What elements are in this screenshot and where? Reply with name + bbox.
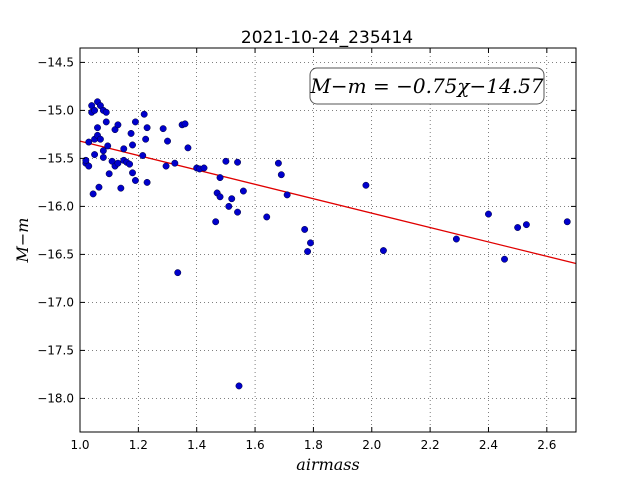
fit-annotation: M−m = −0.75χ−14.57 <box>309 67 545 105</box>
x-axis-label: airmass <box>296 455 359 474</box>
data-point <box>234 208 242 216</box>
fit-layer <box>79 140 577 265</box>
data-point <box>95 183 103 191</box>
data-point <box>102 118 110 126</box>
data-point <box>228 195 236 203</box>
y-tick-label: −16.0 <box>37 199 74 213</box>
data-point <box>114 159 122 167</box>
y-tick-label: −17.0 <box>37 295 74 309</box>
data-point <box>235 382 243 390</box>
data-point <box>174 269 182 277</box>
data-point <box>181 120 189 128</box>
data-point <box>104 142 112 150</box>
x-tick-label: 2.6 <box>537 438 556 452</box>
data-point <box>142 135 150 143</box>
data-point <box>222 157 230 165</box>
data-point <box>131 177 139 184</box>
data-point <box>234 158 242 166</box>
data-point <box>126 160 134 168</box>
data-point <box>485 210 492 218</box>
annotation-box <box>309 67 545 105</box>
x-tick-label: 2.0 <box>362 438 381 452</box>
data-point <box>307 239 314 247</box>
data-point <box>200 164 208 172</box>
data-point <box>139 152 147 159</box>
data-point <box>452 235 460 243</box>
plot-area <box>79 47 577 433</box>
data-point <box>85 138 93 146</box>
data-point <box>99 153 107 161</box>
data-point <box>212 218 220 226</box>
annotation-text: M−m = −0.75χ−14.57 <box>309 74 543 98</box>
data-point <box>501 255 508 263</box>
data-point <box>164 137 171 145</box>
data-point <box>91 106 99 114</box>
x-tick-label: 1.8 <box>304 438 323 452</box>
data-point <box>120 145 128 153</box>
data-point <box>379 247 387 255</box>
data-point <box>143 124 151 132</box>
data-point <box>99 147 107 155</box>
x-tick-label: 2.2 <box>421 438 440 452</box>
data-point <box>94 124 101 132</box>
x-tick-label: 1.4 <box>187 438 206 452</box>
data-point <box>225 202 233 210</box>
data-point <box>131 118 139 126</box>
data-point <box>127 129 135 137</box>
data-point <box>239 187 247 195</box>
data-point <box>159 125 167 133</box>
data-point <box>85 162 93 170</box>
y-tick-label: −15.0 <box>37 103 74 117</box>
data-point <box>143 178 151 186</box>
data-point <box>216 193 224 201</box>
y-axis-label: M−m <box>13 218 32 264</box>
data-point <box>304 248 312 255</box>
data-point <box>171 159 179 167</box>
data-point <box>274 159 282 167</box>
data-point <box>301 225 309 233</box>
data-point <box>514 224 522 231</box>
data-point <box>129 169 136 177</box>
x-tick-label: 1.0 <box>70 438 89 452</box>
x-tick-label: 1.6 <box>246 438 265 452</box>
data-point <box>283 191 291 199</box>
data-point <box>184 144 192 152</box>
data-point <box>117 184 125 192</box>
ticks <box>79 48 576 432</box>
plot-background <box>80 48 576 432</box>
data-point <box>140 110 148 118</box>
data-point <box>89 190 97 198</box>
y-tick-label: −15.5 <box>37 151 74 165</box>
x-tick-label: 1.2 <box>129 438 148 452</box>
data-point <box>216 174 224 182</box>
data-point <box>96 135 104 143</box>
data-point <box>263 213 271 221</box>
points-layer <box>82 98 571 390</box>
data-point <box>114 121 122 129</box>
data-point <box>162 162 170 170</box>
y-tick-labels: −14.5 −15.0 −15.5 −16.0 −16.5 −17.0 −17.5 −18.0 <box>37 55 74 405</box>
data-point <box>277 171 285 179</box>
data-point <box>105 170 113 178</box>
y-tick-label: −17.5 <box>37 343 74 357</box>
fit-line <box>79 140 577 265</box>
y-tick-label: −14.5 <box>37 55 74 69</box>
data-point <box>362 181 370 189</box>
data-point <box>102 108 110 116</box>
data-point <box>129 141 136 149</box>
y-tick-label: −18.0 <box>37 391 74 405</box>
data-point <box>563 218 571 226</box>
plot-frame <box>79 47 577 433</box>
x-tick-label: 2.4 <box>479 438 498 452</box>
y-tick-label: −16.5 <box>37 247 74 261</box>
data-point <box>522 221 530 229</box>
data-point <box>91 151 99 159</box>
grid <box>79 48 576 432</box>
chart-title: 2021-10-24_235414 <box>241 28 413 48</box>
x-tick-labels: 1.0 1.2 1.4 1.6 1.8 2.0 2.2 2.4 2.6 <box>70 438 556 452</box>
